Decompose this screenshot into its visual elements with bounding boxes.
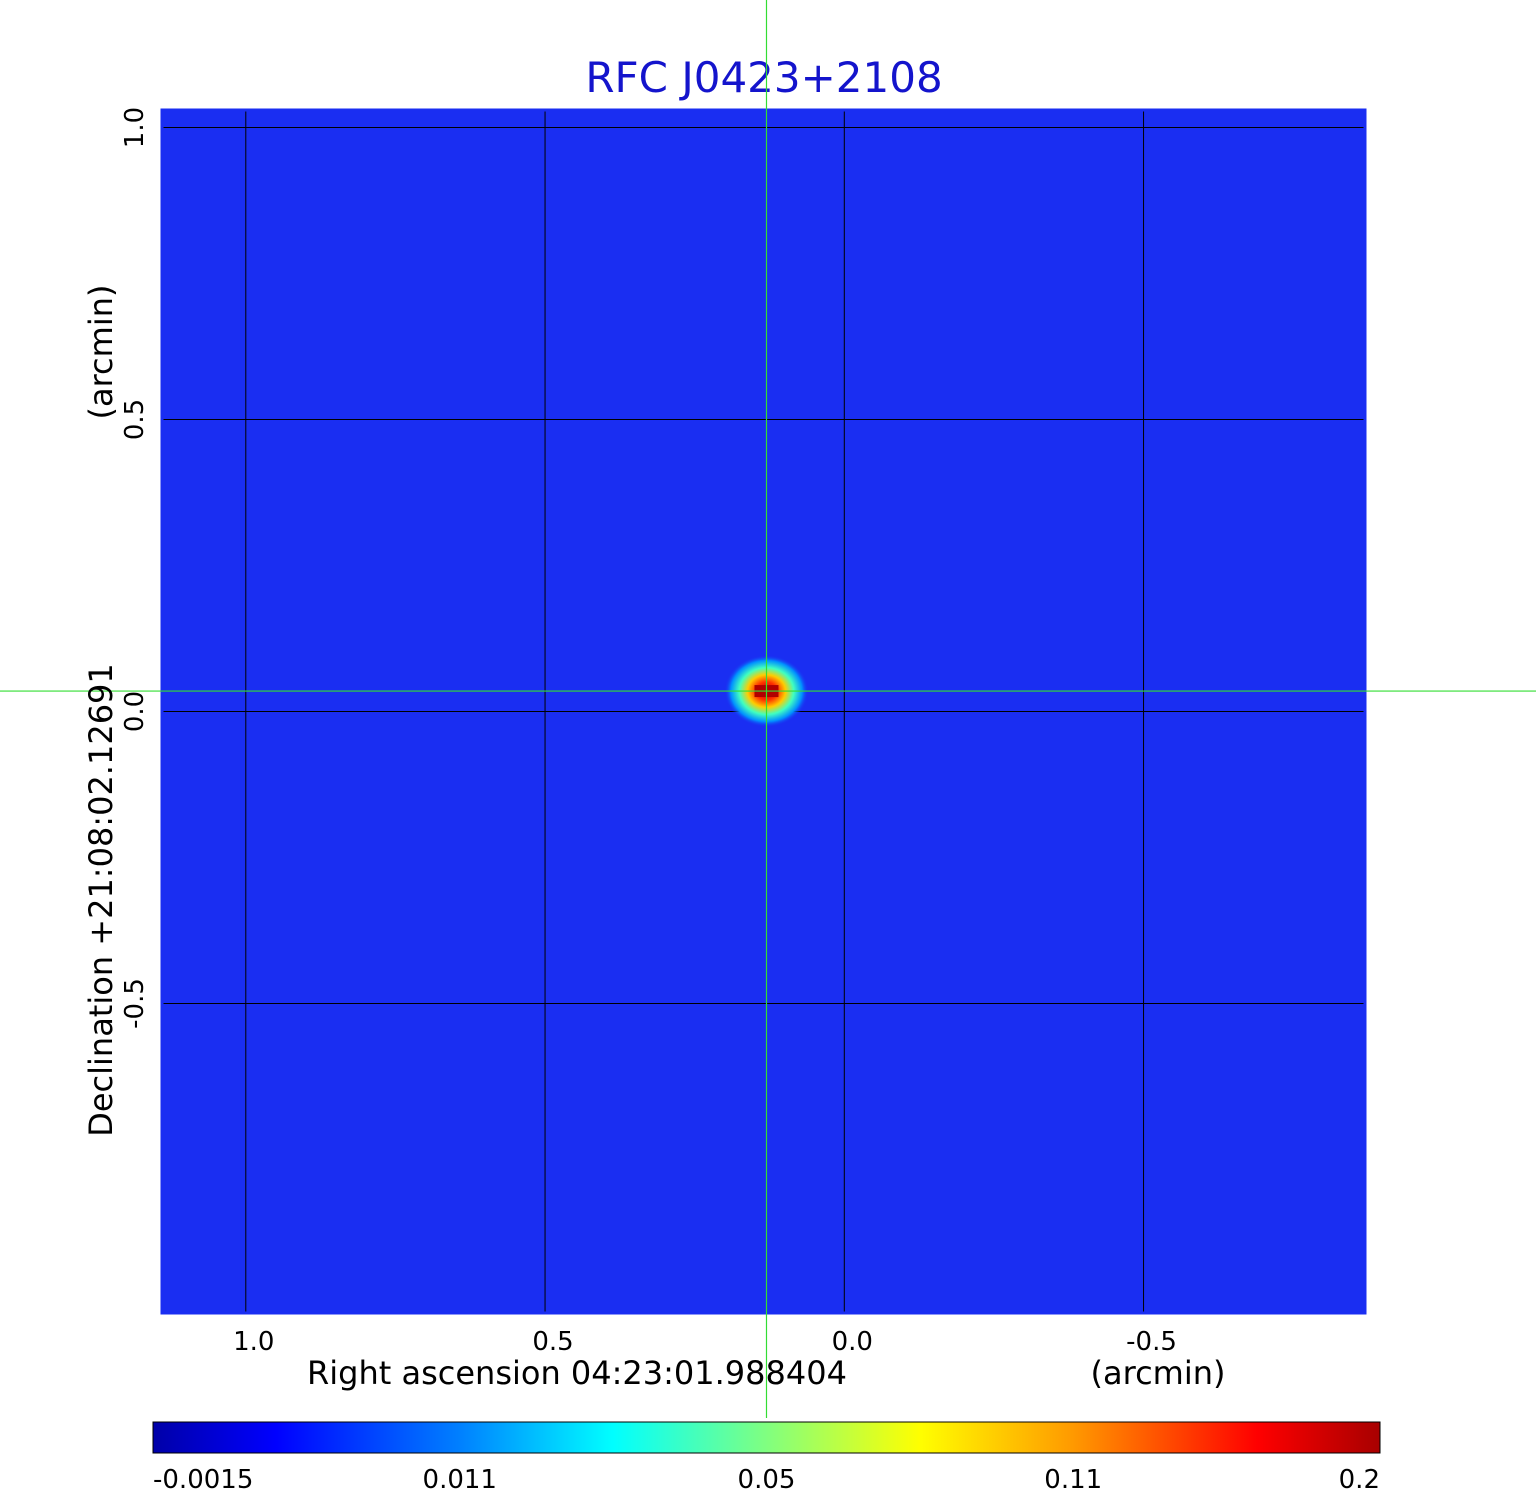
y-axis-unit: (arcmin)	[82, 285, 120, 420]
chart-title: RFC J0423+2108	[585, 53, 942, 102]
image-border	[160, 108, 1367, 1315]
colorbar-tick-label-1: 0.011	[423, 1465, 497, 1495]
y-tick-label-3: -0.5	[120, 978, 150, 1029]
colorbar-tick-label-2: 0.05	[738, 1465, 796, 1495]
crosshair	[0, 0, 1536, 1418]
y-tick-label-1: 0.5	[120, 399, 150, 440]
colorbar-tick-label-3: 0.11	[1044, 1465, 1102, 1495]
colorbar	[152, 1421, 1381, 1454]
x-tick-label-3: -0.5	[1126, 1327, 1177, 1357]
y-tick-label-0: 1.0	[120, 107, 150, 148]
x-tick-label-1: 0.5	[532, 1327, 573, 1357]
y-tick-label-2: 0.0	[120, 691, 150, 732]
x-tick-label-2: 0.0	[832, 1327, 873, 1357]
colorbar-tick-labels: -0.0015 0.011 0.05 0.11 0.2	[153, 1465, 1380, 1495]
x-tick-labels: 1.0 0.5 0.0 -0.5	[233, 1327, 1177, 1357]
grid	[162, 110, 1365, 1313]
colorbar-tick-label-0: -0.0015	[153, 1465, 253, 1495]
y-axis-label: Declination +21:08:02.12691	[82, 663, 120, 1137]
x-axis-label: Right ascension 04:23:01.988404	[307, 1354, 847, 1392]
x-tick-label-0: 1.0	[233, 1327, 274, 1357]
x-axis-unit: (arcmin)	[1091, 1354, 1226, 1392]
colorbar-tick-label-4: 0.2	[1339, 1465, 1380, 1495]
y-tick-labels: 1.0 0.5 0.0 -0.5	[120, 107, 150, 1029]
